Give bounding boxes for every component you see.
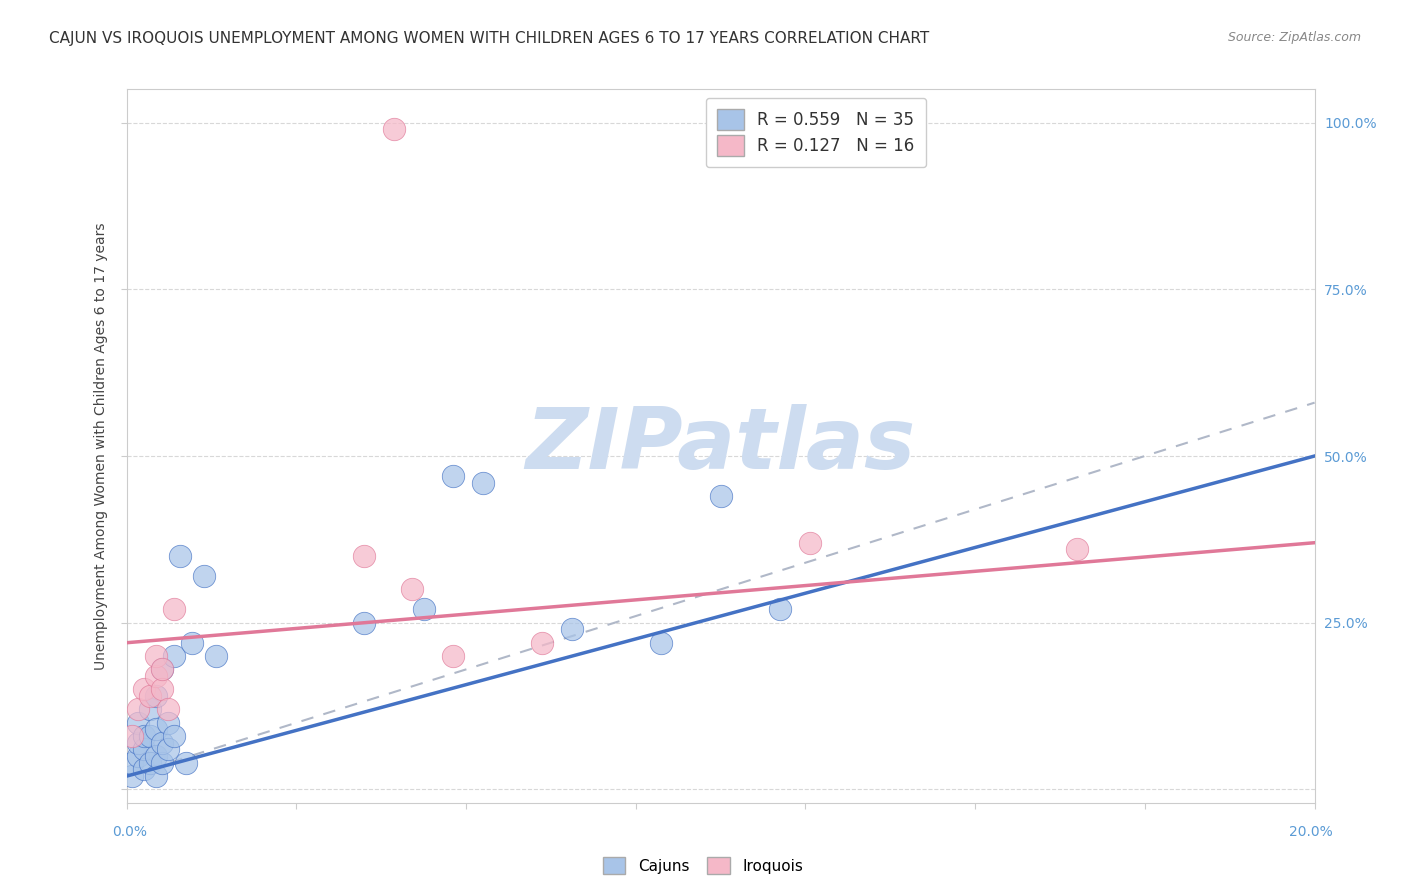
Point	[412, 602, 434, 616]
Point	[150, 662, 173, 676]
Point	[134, 682, 156, 697]
Text: Source: ZipAtlas.com: Source: ZipAtlas.com	[1227, 31, 1361, 45]
Text: ZIPatlas: ZIPatlas	[526, 404, 915, 488]
Point	[441, 469, 464, 483]
Point	[709, 489, 731, 503]
Point	[139, 756, 162, 770]
Point	[150, 662, 173, 676]
Point	[134, 763, 156, 777]
Y-axis label: Unemployment Among Women with Children Ages 6 to 17 years: Unemployment Among Women with Children A…	[94, 222, 108, 670]
Text: 0.0%: 0.0%	[112, 825, 146, 839]
Point	[121, 729, 143, 743]
Point	[382, 122, 405, 136]
Point	[204, 649, 226, 664]
Point	[561, 623, 583, 637]
Point	[134, 729, 156, 743]
Point	[769, 602, 792, 616]
Point	[150, 736, 173, 750]
Point	[169, 549, 191, 563]
Legend: Cajuns, Iroquois: Cajuns, Iroquois	[596, 851, 810, 880]
Point	[401, 582, 423, 597]
Point	[799, 535, 821, 549]
Point	[145, 669, 167, 683]
Point	[157, 702, 180, 716]
Point	[145, 769, 167, 783]
Point	[139, 729, 162, 743]
Point	[150, 756, 173, 770]
Point	[157, 742, 180, 756]
Text: CAJUN VS IROQUOIS UNEMPLOYMENT AMONG WOMEN WITH CHILDREN AGES 6 TO 17 YEARS CORR: CAJUN VS IROQUOIS UNEMPLOYMENT AMONG WOM…	[49, 31, 929, 46]
Legend: R = 0.559   N = 35, R = 0.127   N = 16: R = 0.559 N = 35, R = 0.127 N = 16	[706, 97, 927, 168]
Point	[193, 569, 215, 583]
Point	[127, 715, 149, 730]
Point	[650, 636, 672, 650]
Point	[441, 649, 464, 664]
Point	[134, 742, 156, 756]
Point	[127, 736, 149, 750]
Point	[150, 682, 173, 697]
Point	[127, 702, 149, 716]
Point	[139, 702, 162, 716]
Point	[174, 756, 197, 770]
Point	[163, 729, 186, 743]
Point	[353, 549, 375, 563]
Point	[121, 769, 143, 783]
Point	[471, 475, 495, 490]
Point	[121, 756, 143, 770]
Point	[145, 749, 167, 764]
Point	[139, 689, 162, 703]
Point	[353, 615, 375, 630]
Point	[145, 649, 167, 664]
Point	[145, 723, 167, 737]
Point	[1066, 542, 1088, 557]
Point	[531, 636, 554, 650]
Point	[163, 602, 186, 616]
Point	[163, 649, 186, 664]
Point	[127, 749, 149, 764]
Text: 20.0%: 20.0%	[1288, 825, 1333, 839]
Point	[145, 689, 167, 703]
Point	[180, 636, 202, 650]
Point	[157, 715, 180, 730]
